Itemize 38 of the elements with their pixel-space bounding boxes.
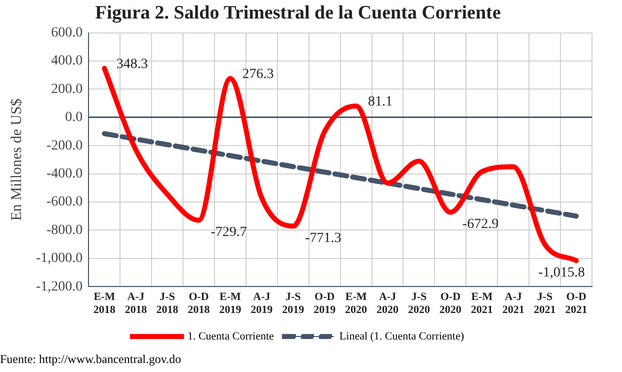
source-note: Fuente: http://www.bancentral.gov.do (0, 352, 182, 367)
data-label: -1,015.8 (538, 265, 585, 280)
x-tick-label: J-S 2019 (282, 291, 305, 316)
x-tick-label: J-S 2021 (534, 291, 556, 316)
y-tick-label: -600.0 (46, 194, 83, 210)
x-tick-label: E-M 2021 (470, 291, 494, 316)
x-tick-label: O-D 2018 (188, 291, 210, 316)
y-tick-label: 0.0 (65, 110, 83, 126)
x-tick-label: J-S 2018 (156, 291, 179, 316)
x-tick-label: A-J 2021 (502, 291, 524, 316)
x-tick-label: E-M 2019 (219, 291, 242, 316)
y-tick-label: 400.0 (51, 54, 83, 69)
x-tick-label: O-D 2020 (439, 291, 462, 316)
y-axis-title: En Millones de US$ (8, 98, 25, 221)
data-label: -729.7 (210, 224, 247, 240)
data-label: 81.1 (368, 94, 393, 110)
legend-label: Lineal (1. Cuenta Corriente) (339, 330, 464, 342)
y-tick-label: 600.0 (51, 25, 83, 40)
x-tick-label: A-J 2018 (124, 291, 148, 316)
data-label: -672.9 (462, 216, 499, 232)
y-tick-label: -800.0 (46, 222, 83, 238)
chart-title: Figura 2. Saldo Trimestral de la Cuenta Corriente (95, 2, 501, 24)
x-tick-label: O-D 2019 (314, 291, 336, 316)
x-tick-label: E-M 2018 (93, 291, 116, 316)
x-tick-label: E-M 2020 (345, 291, 368, 316)
y-tick-label: -1,200.0 (36, 279, 83, 294)
x-tick-label: A-J 2019 (250, 291, 274, 316)
y-tick-label: 200.0 (51, 82, 83, 97)
x-tick-label: J-S 2020 (408, 291, 430, 316)
x-tick-label: O-D 2021 (565, 291, 588, 316)
data-label: 276.3 (242, 67, 274, 82)
y-tick-label: -400.0 (46, 166, 83, 182)
legend-label: 1. Cuenta Corriente (187, 330, 274, 342)
y-tick-label: -200.0 (46, 138, 83, 154)
data-label: -771.3 (305, 230, 342, 246)
x-tick-label: A-J 2020 (376, 291, 400, 316)
data-label: 348.3 (116, 56, 148, 72)
y-tick-label: -1,000.0 (36, 251, 83, 266)
